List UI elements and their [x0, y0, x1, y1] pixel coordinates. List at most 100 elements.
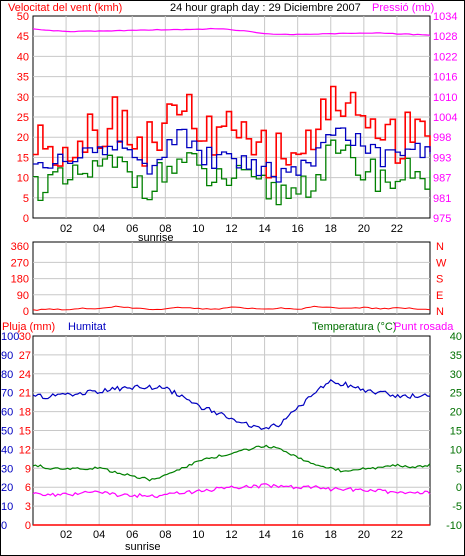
hour-tick-label: 20	[358, 223, 370, 235]
wind-series-line	[33, 139, 431, 206]
rain-tick-label: 9	[25, 463, 31, 475]
temperature-tick-label: 10	[450, 444, 462, 456]
hour-tick-label: 08	[159, 529, 171, 541]
rain-tick-label: 3	[25, 501, 31, 513]
humidity-tick-label: 60	[1, 407, 13, 419]
wind-direction-grid	[33, 242, 430, 314]
pressure-line	[32, 27, 431, 36]
wind-tick-label: 30	[17, 92, 29, 104]
wind-pressure-series	[32, 27, 431, 206]
compass-tick-label: N	[436, 306, 444, 318]
pressure-tick-label: 1034	[433, 11, 457, 23]
wind-tick-label: 20	[17, 132, 29, 144]
humidity-tick-label: 80	[1, 369, 13, 381]
humidity-line	[32, 378, 431, 430]
pressure-tick-label: 1028	[433, 31, 457, 43]
hour-tick-label: 12	[225, 529, 237, 541]
rain-tick-label: 30	[19, 331, 31, 343]
rain-label: Pluja (mm)	[2, 321, 55, 333]
hour-tick-label: 10	[192, 529, 204, 541]
wind-tick-label: 50	[17, 11, 29, 23]
temperature-tick-label: 20	[450, 407, 462, 419]
wind-direction-series	[32, 305, 431, 311]
wind-series-line	[33, 85, 431, 179]
humidity-tick-label: 10	[1, 501, 13, 513]
pressure-tick-label: 998	[433, 132, 451, 144]
humidity-tick-label: 90	[1, 350, 13, 362]
temperature-label: Temperatura (°C)	[312, 321, 396, 333]
rain-tick-label: 27	[19, 350, 31, 362]
humidity-tick-label: 30	[1, 463, 13, 475]
pressure-tick-label: 1004	[433, 112, 457, 124]
hour-tick-label: 18	[325, 223, 337, 235]
temperature-tick-label: 30	[450, 369, 462, 381]
temperature-tick-label: 5	[456, 463, 462, 475]
humidity-tick-label: 100	[1, 331, 19, 343]
hour-tick-label: 04	[93, 529, 105, 541]
hour-tick-label: 14	[258, 223, 270, 235]
hour-tick-label: 22	[391, 529, 403, 541]
pressure-tick-label: 1010	[433, 92, 457, 104]
rain-tick-label: 0	[25, 520, 31, 532]
hour-tick-label: 02	[60, 529, 72, 541]
wind-tick-label: 25	[17, 112, 29, 124]
direction-tick-label: 360	[11, 241, 29, 253]
pressure-tick-label: 987	[433, 173, 451, 185]
wind-direction-axes: 0 N 90 E 180 S 270 W 360 N	[11, 241, 447, 318]
humidity-tick-label: 0	[1, 520, 7, 532]
direction-tick-label: 180	[11, 274, 29, 286]
hour-tick-label: 12	[225, 223, 237, 235]
hour-tick-label: 06	[126, 223, 138, 235]
wind-tick-label: 0	[23, 213, 29, 225]
rain-tick-label: 21	[19, 388, 31, 400]
direction-tick-label: 90	[17, 290, 29, 302]
humidity-tick-label: 20	[1, 482, 13, 494]
sunrise-label-bottom: sunrise	[125, 541, 160, 553]
humidity-tick-label: 50	[1, 426, 13, 438]
hour-tick-label: 14	[258, 529, 270, 541]
compass-tick-label: W	[436, 257, 447, 269]
wind-speed-label: Velocitat del vent (kmh)	[8, 2, 122, 14]
hour-tick-label: 18	[325, 529, 337, 541]
compass-tick-label: N	[436, 241, 444, 253]
rain-tick-label: 18	[19, 407, 31, 419]
wind-direction-line	[32, 305, 431, 311]
rain-humidity-temp-series	[32, 378, 431, 526]
hour-tick-label: 10	[192, 223, 204, 235]
hour-tick-label: 08	[159, 223, 171, 235]
temperature-tick-label: 40	[450, 331, 462, 343]
sunrise-label-top: sunrise	[138, 232, 173, 244]
date-title: 24 hour graph day : 29 Diciembre 2007	[170, 2, 361, 14]
hour-tick-label: 02	[60, 223, 72, 235]
hour-tick-label: 20	[358, 529, 370, 541]
dewpoint-line	[32, 483, 431, 499]
hour-tick-label: 16	[292, 223, 304, 235]
temperature-tick-label: 35	[450, 350, 462, 362]
wind-tick-label: 15	[17, 152, 29, 164]
pressure-tick-label: 975	[433, 213, 451, 225]
rain-tick-label: 12	[19, 444, 31, 456]
wind-tick-label: 40	[17, 51, 29, 63]
direction-tick-label: 0	[23, 306, 29, 318]
temperature-tick-label: 25	[450, 388, 462, 400]
compass-tick-label: S	[436, 274, 443, 286]
compass-tick-label: E	[436, 290, 443, 302]
temperature-tick-label: -5	[452, 501, 462, 513]
hour-tick-label: 16	[292, 529, 304, 541]
humidity-tick-label: 40	[1, 444, 13, 456]
rain-tick-label: 6	[25, 482, 31, 494]
rain-tick-label: 15	[19, 426, 31, 438]
temperature-tick-label: -10	[446, 520, 462, 532]
temperature-tick-label: 15	[450, 426, 462, 438]
pressure-tick-label: 1022	[433, 51, 457, 63]
wind-tick-label: 45	[17, 31, 29, 43]
pressure-tick-label: 1016	[433, 72, 457, 84]
rain-humidity-temp-grid	[33, 336, 430, 525]
hour-tick-label: 04	[93, 223, 105, 235]
wind-pressure-axes: 0510152025303540455097598198799399810041…	[17, 11, 458, 235]
dewpoint-label: Punt rosada	[394, 321, 454, 333]
pressure-tick-label: 993	[433, 152, 451, 164]
